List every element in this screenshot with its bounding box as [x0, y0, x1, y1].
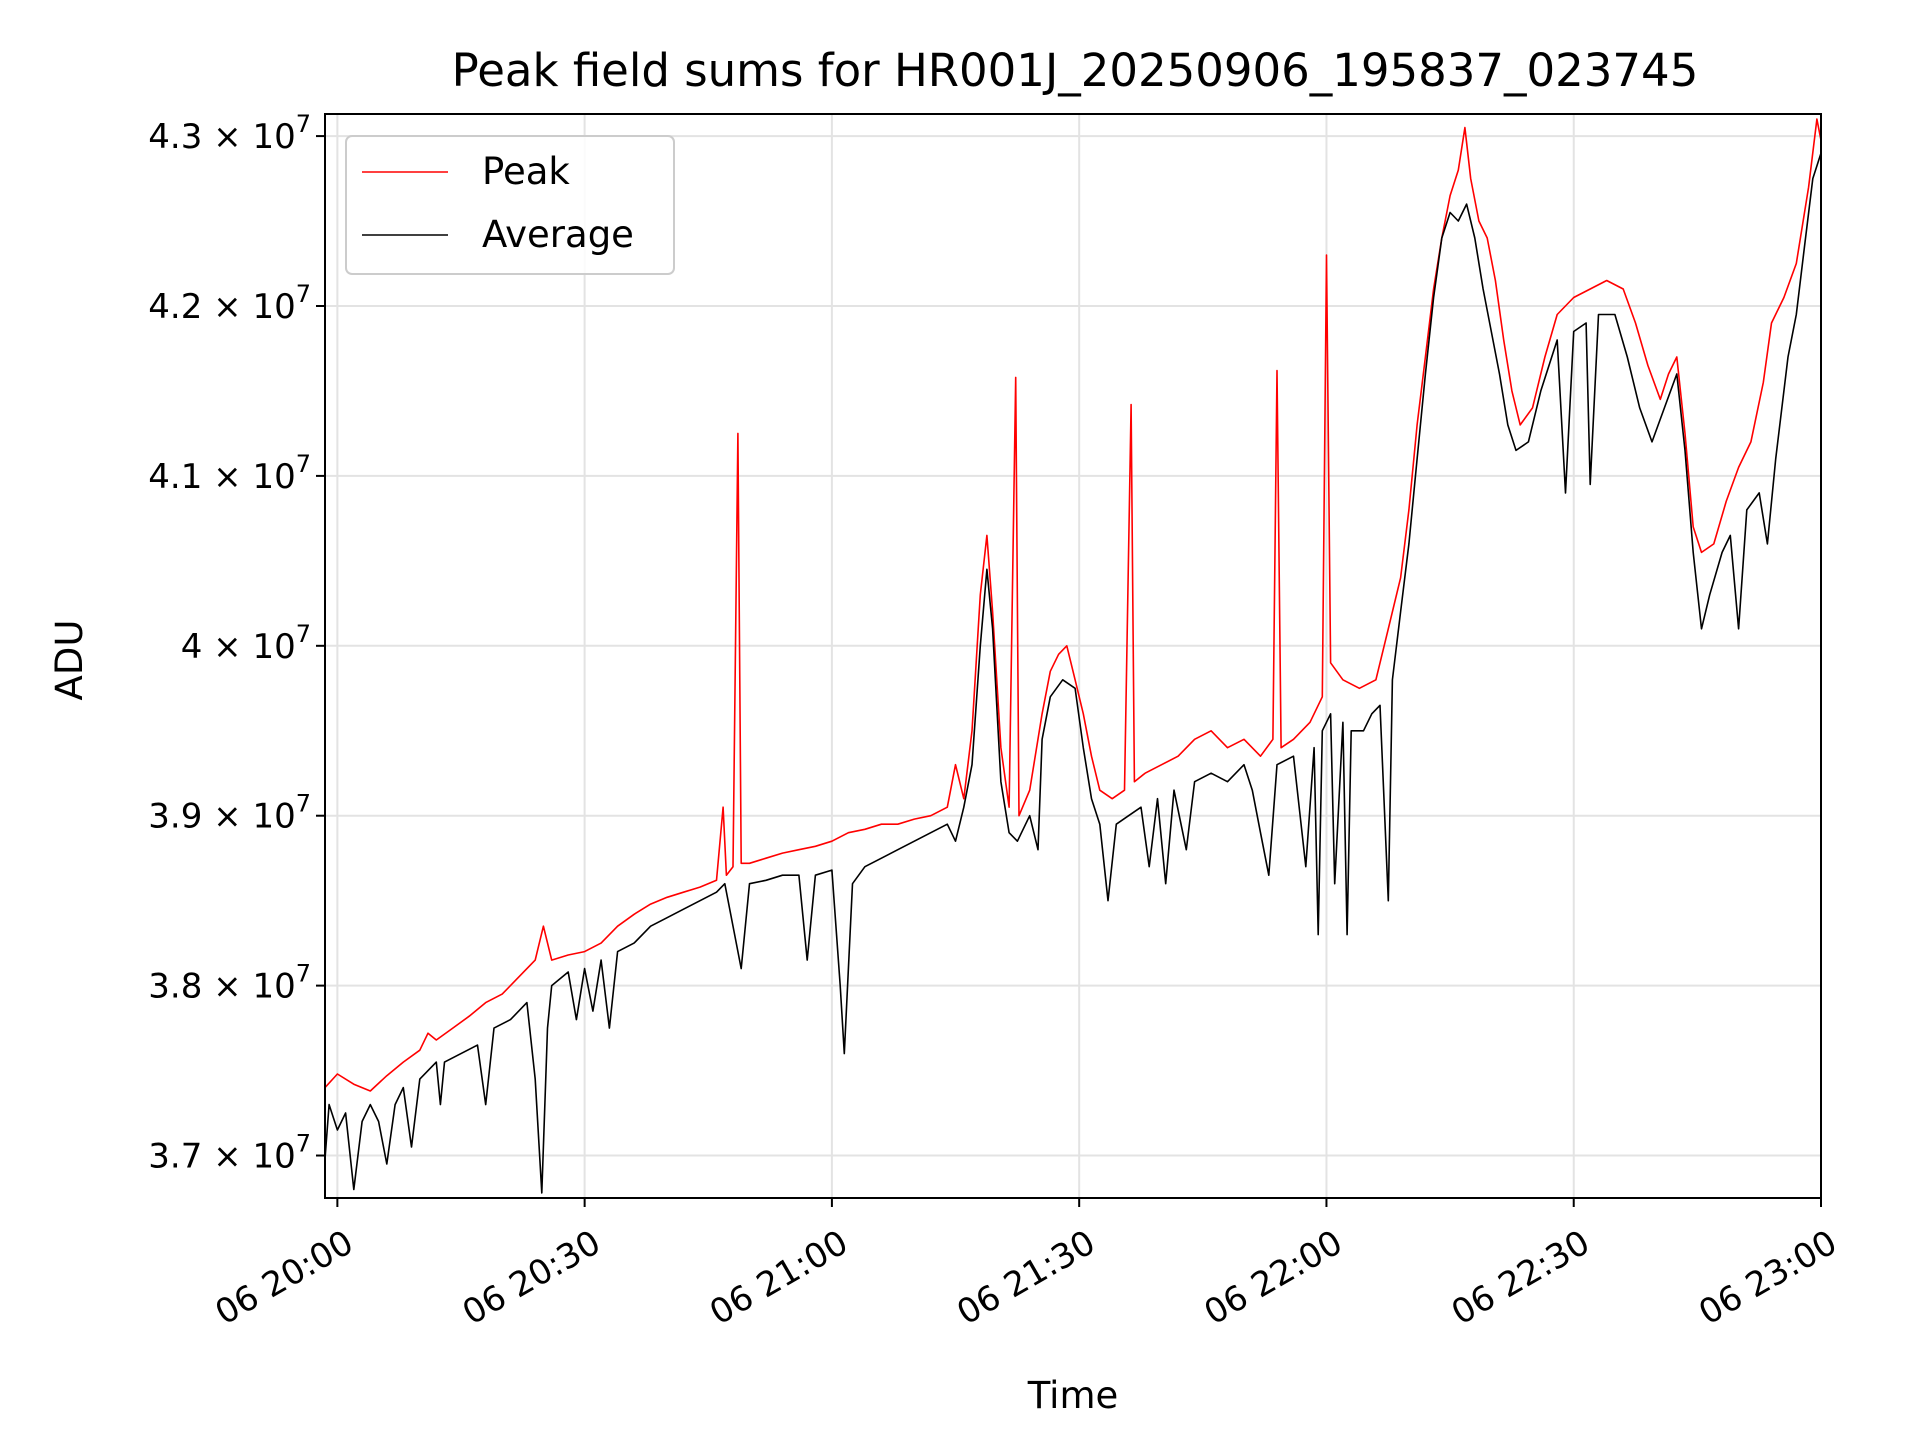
legend: Peak Average — [345, 135, 675, 275]
y-tick-label: 4 × 107 — [181, 620, 311, 667]
legend-label-peak: Peak — [482, 150, 570, 193]
series-line-peak — [325, 118, 1821, 1092]
series-lines — [325, 118, 1821, 1194]
y-tick-label: 4.1 × 107 — [148, 450, 311, 497]
y-tick-label: 3.9 × 107 — [148, 790, 311, 837]
chart-title: Peak field sums for HR001J_20250906_1958… — [452, 44, 1699, 97]
legend-box — [345, 135, 675, 275]
x-axis-label: Time — [1027, 1374, 1119, 1417]
y-tick-label: 4.3 × 107 — [148, 110, 311, 157]
legend-label-average: Average — [482, 213, 634, 256]
plot-frame — [324, 113, 1822, 1199]
y-axis-ticks: 3.7 × 107 3.8 × 107 3.9 × 107 4 × 107 4.1 × … — [148, 110, 325, 1177]
y-tick-label: 3.7 × 107 — [148, 1130, 311, 1177]
grid-lines — [325, 114, 1822, 1198]
y-tick-label: 4.2 × 107 — [148, 280, 311, 327]
series-line-average — [325, 152, 1821, 1194]
y-tick-label: 3.8 × 107 — [148, 960, 311, 1007]
y-axis-label: ADU — [48, 620, 91, 701]
